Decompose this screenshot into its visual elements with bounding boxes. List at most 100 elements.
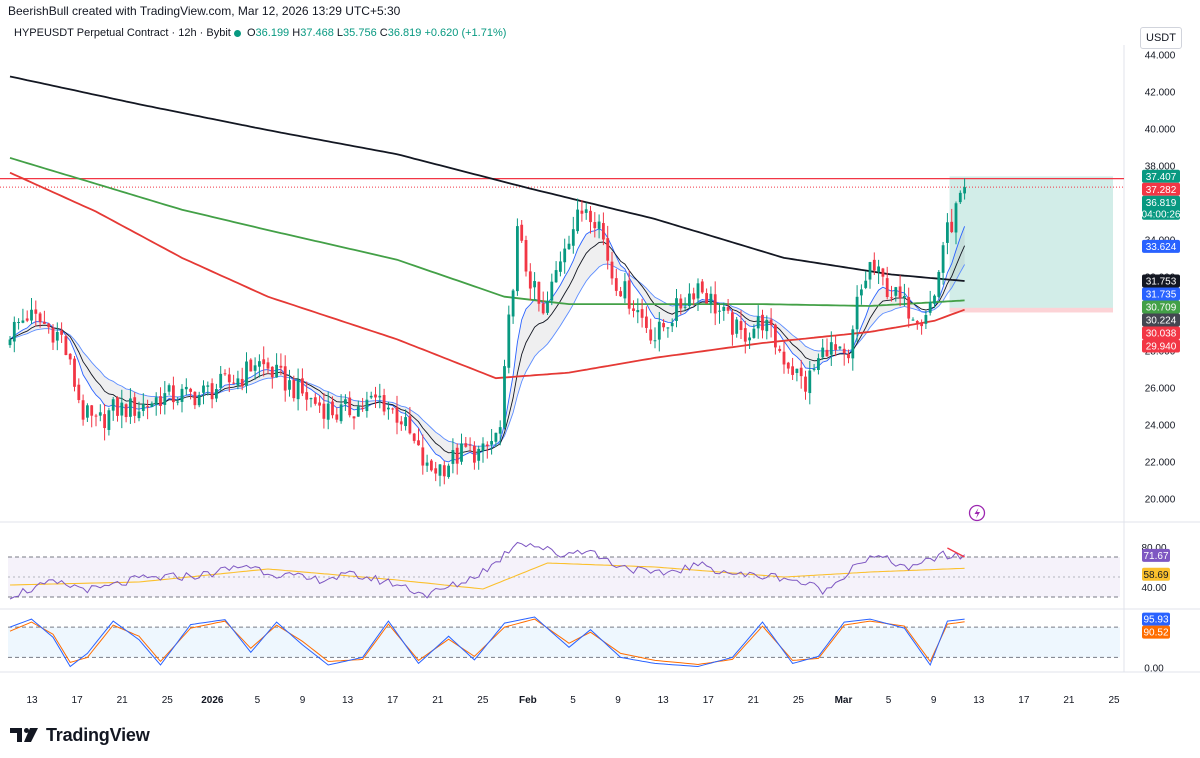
time-axis-label: 21 — [117, 695, 129, 706]
candle-body — [210, 383, 214, 400]
candle-body — [391, 408, 395, 410]
candle-body — [911, 319, 915, 321]
candle-body — [279, 365, 283, 368]
price-tick-label: 40.000 — [1145, 124, 1176, 135]
candle-body — [189, 388, 192, 392]
candle-body — [524, 240, 528, 272]
candle-body — [563, 248, 567, 263]
candle-body — [885, 278, 889, 298]
candle-body — [950, 221, 954, 233]
candle-body — [133, 397, 137, 416]
candle-body — [774, 324, 777, 348]
time-axis-label: 21 — [748, 695, 760, 706]
price-tick-label: 24.000 — [1145, 420, 1176, 431]
candle-body — [576, 209, 579, 232]
close-label: C — [379, 27, 388, 39]
candle-body — [713, 294, 717, 314]
symbol-legend[interactable]: HYPEUSDT Perpetual Contract · 12h · Bybi… — [14, 27, 506, 39]
stoch-tick-label: 0.00 — [1144, 663, 1164, 674]
candle-body — [877, 266, 880, 272]
tradingview-logo[interactable]: TradingView — [10, 724, 150, 746]
candle-body — [722, 306, 726, 311]
candle-body — [937, 271, 941, 297]
candle-body — [490, 441, 493, 445]
time-axis-label: 21 — [1063, 695, 1075, 706]
candle-body — [533, 281, 536, 288]
low-label: L — [336, 27, 344, 39]
candle-body — [528, 271, 532, 289]
axis-price-label-bg — [1142, 339, 1180, 353]
candle-body — [141, 404, 145, 411]
candle-body — [679, 298, 683, 309]
candle-body — [197, 394, 201, 406]
candle-body — [546, 300, 549, 313]
axis-price-label: 30.038 — [1142, 326, 1180, 340]
candle-body — [675, 298, 678, 321]
candle-body — [537, 281, 541, 304]
candle-body — [176, 401, 180, 403]
candle-body — [623, 281, 627, 299]
candle-body — [163, 393, 167, 405]
currency-unit-button[interactable]: USDT — [1140, 27, 1182, 49]
candle-body — [696, 283, 700, 299]
series-ma-green- — [9, 157, 965, 307]
candle-body — [735, 319, 739, 334]
candle-body — [90, 405, 94, 416]
axis-price-label-bg — [1142, 287, 1180, 301]
candle-body — [903, 296, 906, 298]
rsi-value-label: 58.69 — [1142, 567, 1170, 581]
high-label: H — [292, 27, 301, 39]
candle-body — [438, 464, 442, 476]
time-axis-label: 2026 — [201, 695, 224, 706]
candle-body — [752, 328, 756, 338]
axis-price-label-bg — [1142, 169, 1180, 183]
candle-body — [305, 392, 309, 400]
axis-price-label-text: 31.753 — [1146, 276, 1177, 287]
time-axis-label: 17 — [72, 695, 84, 706]
candle-body — [129, 398, 132, 417]
candle-body — [47, 323, 51, 328]
rsi-value-label-bg — [1142, 567, 1170, 581]
symbol-name[interactable]: HYPEUSDT Perpetual Contract · 12h · Bybi… — [14, 27, 231, 39]
series-ma-red- — [9, 171, 965, 380]
candle-body — [98, 412, 102, 416]
candle-body — [30, 309, 33, 321]
open-value: 36.199 — [255, 27, 290, 39]
price-tick-label: 20.000 — [1145, 494, 1176, 505]
candle-body — [361, 407, 364, 409]
candle-body — [146, 406, 149, 408]
axis-price-label-bg — [1142, 300, 1180, 314]
series-ema-200 — [9, 75, 965, 282]
candle-body — [116, 397, 119, 416]
stoch-value-label: 90.52 — [1142, 625, 1170, 639]
axis-price-label-text: 31.735 — [1146, 289, 1177, 300]
candle-body — [498, 427, 502, 434]
candle-body — [640, 309, 644, 318]
candle-body — [296, 379, 300, 400]
candle-body — [554, 270, 558, 283]
candle-body — [111, 399, 115, 411]
axis-price-label: 37.282 — [1142, 182, 1180, 196]
candle-body — [356, 406, 360, 417]
candle-body — [705, 293, 708, 304]
candle-body — [430, 460, 433, 471]
candle-body — [692, 293, 696, 300]
time-axis-label: 25 — [793, 695, 805, 706]
axis-price-label: 29.940 — [1142, 339, 1180, 353]
candle-body — [38, 313, 42, 323]
candle-body — [365, 399, 369, 412]
candle-body — [786, 362, 790, 369]
candle-body — [503, 366, 506, 428]
candle-body — [64, 336, 68, 356]
candle-body — [915, 320, 919, 324]
candle-body — [331, 401, 334, 416]
candle-body — [825, 349, 829, 357]
candle-body — [17, 322, 20, 324]
axis-price-label: 30.224 — [1142, 313, 1180, 327]
rsi-value-label: 71.67 — [1142, 548, 1170, 562]
candle-body — [460, 443, 463, 462]
candle-body — [847, 354, 850, 359]
candle-body — [326, 403, 330, 420]
candle-body — [258, 361, 261, 367]
